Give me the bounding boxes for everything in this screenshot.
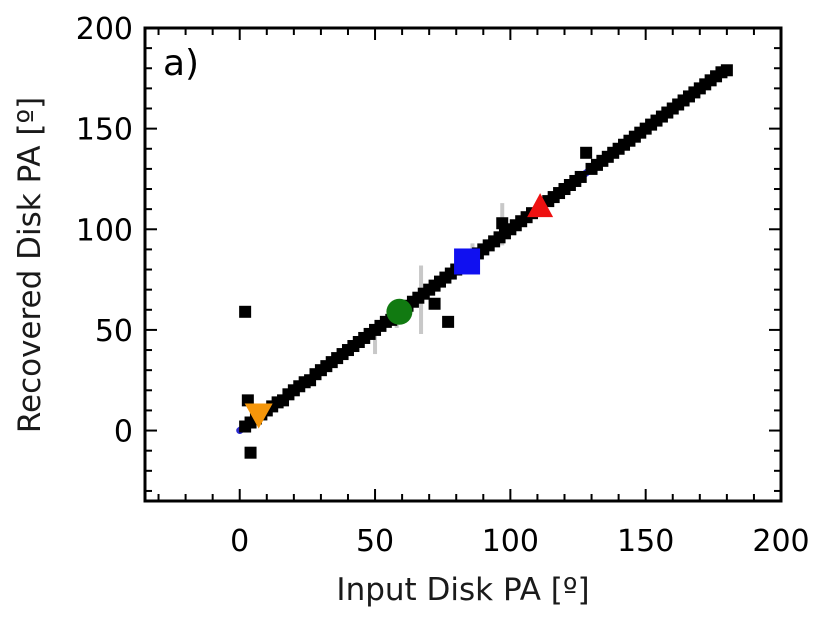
y-tick-label: 50 <box>95 314 133 349</box>
plot-frame <box>143 26 783 503</box>
data-point <box>720 64 733 77</box>
panel-label: a) <box>163 43 199 84</box>
y-tick-label: 100 <box>76 213 133 248</box>
data-point <box>428 297 441 310</box>
y-tick-label: 150 <box>76 113 133 148</box>
highlight-circle <box>386 298 413 325</box>
axis-ticks: 0 50 100 150 200 0 50 100 150 200 <box>76 12 810 559</box>
data-point <box>496 217 509 230</box>
data-point <box>239 305 252 318</box>
y-tick-label: 0 <box>114 415 133 450</box>
highlight-triangle-up <box>527 193 554 218</box>
data-markers <box>239 64 733 459</box>
y-tick-label: 200 <box>76 12 133 47</box>
x-tick-label: 150 <box>617 524 674 559</box>
data-point <box>580 146 593 159</box>
highlight-triangle-down <box>244 403 273 429</box>
x-axis-label: Input Disk PA [º] <box>336 572 589 608</box>
x-tick-label: 50 <box>356 524 394 559</box>
data-point <box>574 170 587 183</box>
x-tick-label: 100 <box>482 524 539 559</box>
data-point <box>442 315 455 328</box>
highlight-square <box>454 248 481 275</box>
x-tick-label: 200 <box>752 524 809 559</box>
data-point <box>244 446 257 459</box>
data-point <box>241 394 254 407</box>
x-tick-label: 0 <box>230 524 249 559</box>
y-axis-label: Recovered Disk PA [º] <box>12 97 48 433</box>
